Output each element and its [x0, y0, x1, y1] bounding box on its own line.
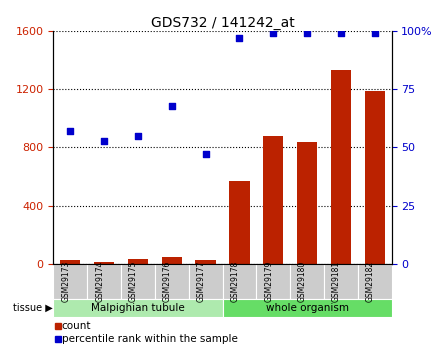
Point [202, 152, 209, 157]
Title: GDS732 / 141242_at: GDS732 / 141242_at [150, 16, 295, 30]
Point [67, 128, 74, 134]
Point [337, 31, 344, 36]
Bar [128, 259, 148, 264]
Bar [87, 264, 121, 299]
Bar [256, 264, 290, 299]
Text: GSM29178: GSM29178 [231, 261, 239, 302]
Point [303, 31, 311, 36]
Bar [53, 299, 222, 317]
Bar [155, 264, 189, 299]
Point [101, 138, 108, 143]
Text: whole organism: whole organism [266, 303, 348, 313]
Text: GSM29173: GSM29173 [61, 261, 70, 302]
Bar [222, 299, 392, 317]
Bar [297, 142, 317, 264]
Text: GSM29180: GSM29180 [298, 261, 307, 302]
Text: GSM29179: GSM29179 [264, 261, 273, 302]
Text: Malpighian tubule: Malpighian tubule [91, 303, 185, 313]
Bar [94, 262, 114, 264]
Bar [195, 260, 216, 264]
Bar [358, 264, 392, 299]
Point [134, 133, 142, 139]
Point [371, 31, 378, 36]
Text: count: count [62, 321, 91, 331]
Bar [53, 264, 87, 299]
Text: GSM29175: GSM29175 [129, 261, 138, 302]
Point [270, 31, 277, 36]
Bar [121, 264, 155, 299]
Bar [222, 264, 256, 299]
Point [236, 35, 243, 41]
Text: GSM29174: GSM29174 [95, 261, 104, 302]
Bar [189, 264, 222, 299]
Text: GSM29177: GSM29177 [197, 261, 206, 302]
Text: percentile rank within the sample: percentile rank within the sample [62, 334, 238, 344]
Bar [60, 259, 81, 264]
Point [168, 103, 175, 108]
Bar [290, 264, 324, 299]
Bar [229, 181, 250, 264]
Text: tissue ▶: tissue ▶ [13, 303, 53, 313]
Bar [162, 257, 182, 264]
Text: GSM29176: GSM29176 [163, 261, 172, 302]
Bar [331, 70, 351, 264]
Bar [263, 136, 283, 264]
Text: GSM29181: GSM29181 [332, 261, 341, 302]
Bar [324, 264, 358, 299]
Text: GSM29182: GSM29182 [366, 261, 375, 302]
Bar [364, 91, 385, 264]
